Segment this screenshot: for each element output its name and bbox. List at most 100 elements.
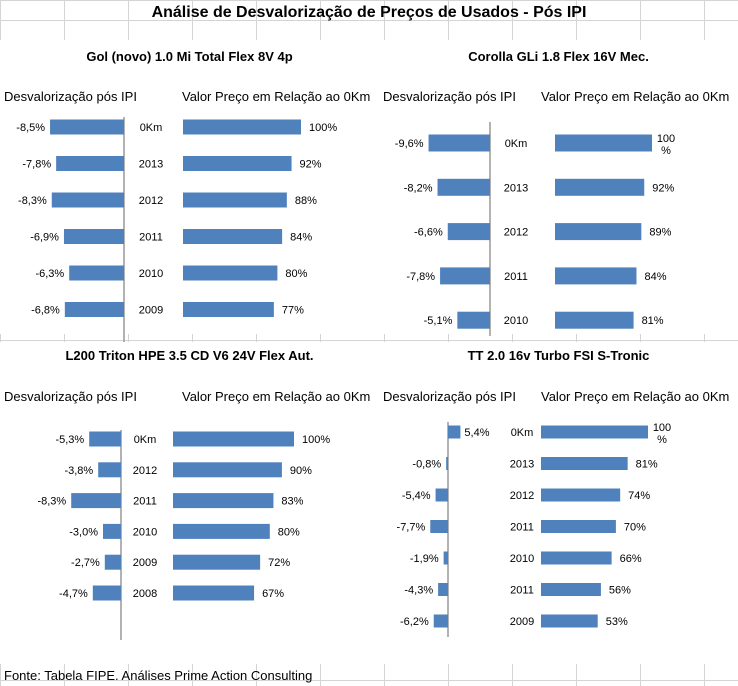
desvalorizacao-label: -7,8% [22,159,51,171]
page-title: Análise de Desvalorização de Preços de U… [151,4,587,21]
category-label: 0Km [134,434,157,446]
desvalorizacao-label: -8,2% [404,182,433,194]
desvalorizacao-label: -4,3% [404,585,433,597]
desvalorizacao-label: -9,6% [395,138,424,150]
valor-label: 83% [281,496,303,508]
valor-bar [541,614,598,628]
right-header: Valor Preço em Relação ao 0Km [541,89,730,104]
desvalorizacao-label: -0,8% [412,459,441,471]
desvalorizacao-label: -2,7% [71,557,100,569]
valor-label: 53% [606,616,628,628]
chart-panel-corolla: Corolla GLi 1.8 Flex 16V Mec. Desvaloriz… [379,40,738,336]
panel-title: TT 2.0 16v Turbo FSI S-Tronic [467,348,650,363]
chart-svg-l200: -5,3% 0Km 100% -3,8% 2012 90% -8,3% 2011 83% -3,0… [37,430,330,640]
left-header: Desvalorização pós IPI [4,389,137,404]
desvalorizacao-bar [98,462,121,478]
category-label: 0Km [511,427,534,439]
left-header: Desvalorização pós IPI [383,389,516,404]
category-label: 0Km [140,122,163,134]
valor-label: 81% [636,459,658,471]
desvalorizacao-bar [448,425,461,439]
desvalorizacao-bar [50,119,124,135]
valor-bar [173,431,294,447]
desvalorizacao-bar [440,267,490,285]
valor-bar [541,425,648,439]
right-header: Valor Preço em Relação ao 0Km [541,389,730,404]
valor-label: 66% [620,553,642,565]
desvalorizacao-bar [104,554,121,570]
desvalorizacao-bar [435,488,448,502]
desvalorizacao-bar [446,457,448,470]
chart-svg-gol: -8,5% 0Km 100% -7,8% 2013 92% -8,3% 2012 88% -6,9… [16,117,337,358]
desvalorizacao-bar [64,302,124,317]
desvalorizacao-bar [71,493,121,509]
left-header: Desvalorização pós IPI [4,89,137,104]
valor-label: 88% [295,195,317,207]
category-label: 2010 [133,526,157,538]
category-label: 2009 [510,616,534,628]
desvalorizacao-bar [89,431,121,447]
desvalorizacao-label: -3,0% [69,526,98,538]
desvalorizacao-bar [438,583,448,596]
valor-bar [183,265,278,281]
chart-svg-corolla: -9,6% 0Km 100 % -8,2% 2013 92% -6,6% 2012 89% -7,8… [395,122,675,336]
desvalorizacao-bar [447,223,490,241]
desvalorizacao-label: -8,5% [16,122,45,134]
right-header: Valor Preço em Relação ao 0Km [182,89,371,104]
category-label: 2012 [510,490,534,502]
panel-title: Corolla GLi 1.8 Flex 16V Mec. [468,49,649,64]
desvalorizacao-bar [103,523,121,539]
category-label: 2011 [139,232,163,244]
valor-bar [541,488,621,502]
valor-bar [173,493,274,509]
desvalorizacao-label: -8,3% [18,195,47,207]
desvalorizacao-label: -8,3% [37,496,66,508]
valor-bar [183,119,301,135]
desvalorizacao-bar [433,614,448,628]
valor-bar [541,457,628,470]
desvalorizacao-bar [428,134,490,152]
valor-bar [555,223,642,241]
valor-label: 84% [644,271,666,283]
desvalorizacao-label: -6,6% [414,227,443,239]
valor-bar [555,267,637,285]
category-label: 2011 [510,522,534,534]
valor-bar [183,192,287,208]
desvalorizacao-label: -7,7% [397,522,426,534]
valor-bar [183,229,283,244]
valor-bar [541,551,612,565]
category-label: 2011 [510,585,534,597]
desvalorizacao-label: -6,8% [31,305,60,317]
panel-title: L200 Triton HPE 3.5 CD V6 24V Flex Aut. [65,348,314,363]
chart-svg-tt: 5,4% 0Km 100 % -0,8% 2013 81% -5,4% 2012 74% -7,7%… [397,422,671,637]
category-label: 2012 [504,227,528,239]
valor-label: 67% [262,588,284,600]
valor-label: 70% [624,522,646,534]
category-label: 2008 [133,588,157,600]
valor-label: 72% [268,557,290,569]
valor-bar [183,302,274,317]
valor-label: 81% [642,315,664,327]
desvalorizacao-bar [63,229,124,244]
valor-label: 100% [657,133,675,157]
panel-title: Gol (novo) 1.0 Mi Total Flex 8V 4p [86,49,293,64]
category-label: 2012 [139,195,163,207]
category-label: 2011 [504,271,528,283]
valor-label: 74% [628,490,650,502]
category-label: 2009 [139,305,163,317]
valor-label: 56% [609,585,631,597]
category-label: 2011 [133,496,157,508]
valor-label: 77% [282,305,304,317]
desvalorizacao-label: -4,7% [59,588,88,600]
desvalorizacao-label: -5,4% [402,490,431,502]
category-label: 2012 [133,465,157,477]
desvalorizacao-bar [51,192,124,208]
valor-bar [183,156,292,171]
desvalorizacao-bar [56,156,124,171]
category-label: 2010 [139,268,163,280]
valor-label: 100% [302,434,330,446]
valor-bar [555,134,652,152]
desvalorizacao-bar [443,551,448,565]
category-label: 2013 [139,159,163,171]
desvalorizacao-bar [437,178,490,196]
